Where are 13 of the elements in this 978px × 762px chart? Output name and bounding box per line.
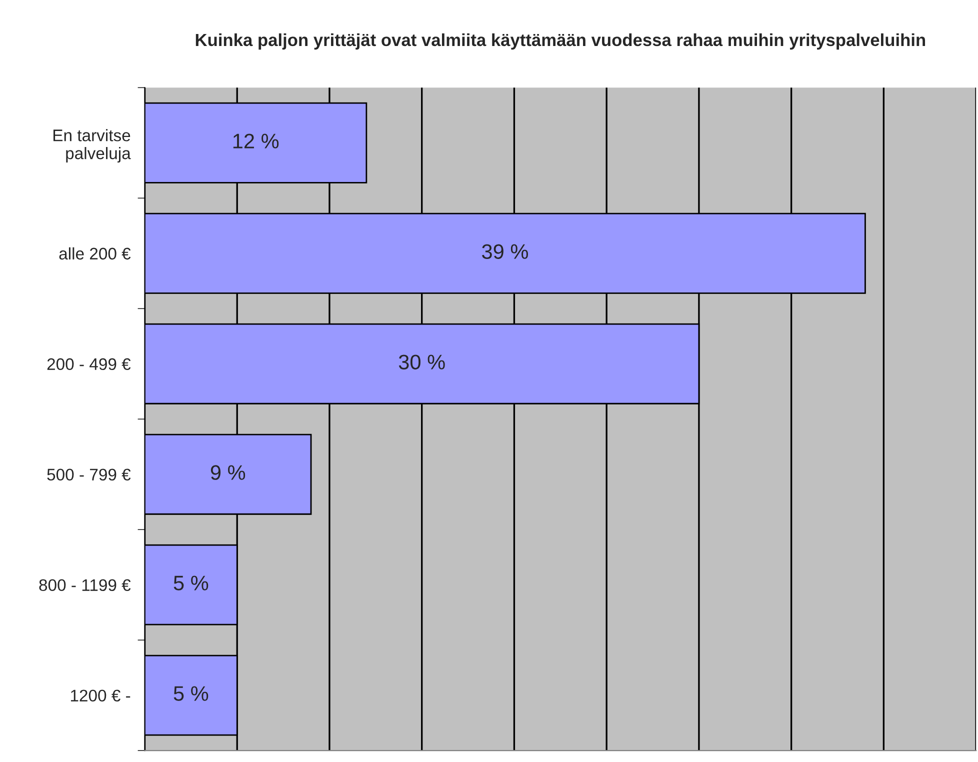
y-tick-label: 800 - 1199 € [39, 579, 131, 592]
data-label: 30 % [398, 354, 445, 370]
y-tick-label: 1200 € - [70, 690, 130, 702]
data-label: 39 % [482, 244, 528, 259]
data-label: 9 % [210, 465, 246, 480]
chart-title: Kuinka paljon yrittäjät ovat valmiita käyttämään vuodessa rahaa muihin yrityspalveluihin [196, 33, 926, 50]
y-tick-label: En tarvitse palveluja [53, 129, 131, 163]
y-tick-label: alle 200 € [59, 247, 131, 260]
data-label: 5 % [174, 576, 208, 590]
data-label: 5 % [174, 686, 208, 701]
data-label: 12 % [233, 134, 279, 148]
y-tick-label: 500 - 799 € [47, 468, 131, 481]
y-tick-label: 200 - 499 € [47, 358, 131, 370]
